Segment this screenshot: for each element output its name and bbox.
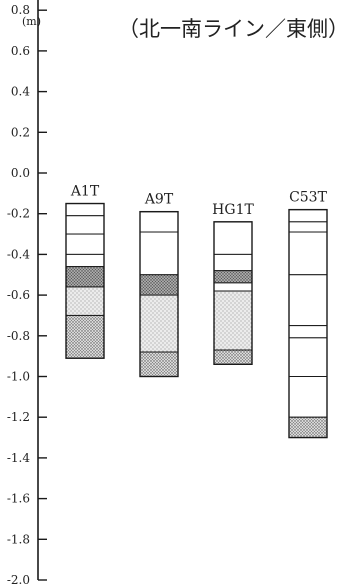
soil-layer xyxy=(213,290,253,351)
soil-layer xyxy=(65,203,105,217)
axis-tick-label: -1.2 xyxy=(7,410,30,424)
diagram-title: （北一南ライン／東側） xyxy=(118,17,349,41)
column-outline xyxy=(139,210,179,378)
soil-layer xyxy=(65,215,105,235)
column-label: HG1T xyxy=(212,202,254,218)
soil-layer xyxy=(288,376,328,418)
soil-layer xyxy=(213,282,253,292)
column-label: C53T xyxy=(289,190,328,206)
column-label: A1T xyxy=(70,184,100,200)
axis-tick-label: 0.4 xyxy=(11,85,30,99)
soil-layer xyxy=(288,221,328,233)
axis-tick-label: -2.0 xyxy=(7,573,30,584)
soil-layer xyxy=(288,416,328,439)
borehole-column-hg1t: HG1T xyxy=(212,202,254,365)
soil-layer xyxy=(65,314,105,359)
soil-layer xyxy=(213,253,253,272)
soil-layer xyxy=(213,349,253,365)
axis-tick-label: -1.0 xyxy=(7,370,30,384)
borehole-column-a9t: A9T xyxy=(139,192,179,378)
axis-tick-label: 0.2 xyxy=(11,125,30,139)
column-outline xyxy=(65,202,105,359)
soil-layer xyxy=(139,351,179,377)
borehole-columns: A1T A9T HG1T C53T xyxy=(65,184,328,439)
soil-layer xyxy=(288,274,328,327)
column-outline xyxy=(213,221,253,365)
soil-layer xyxy=(213,270,253,284)
axis-tick-label: -0.8 xyxy=(7,329,30,343)
axis-tick-label: -1.4 xyxy=(7,451,31,465)
axis-tick-label: -0.4 xyxy=(7,247,31,261)
vertical-axis: 0.90.80.60.40.20.0-0.2-0.4-0.6-0.8-1.0-1… xyxy=(7,0,47,584)
soil-layer xyxy=(65,286,105,316)
borehole-column-a1t: A1T xyxy=(65,184,105,359)
soil-layer xyxy=(288,209,328,223)
soil-layer xyxy=(288,325,328,339)
borehole-column-c53t: C53T xyxy=(288,190,328,439)
axis-unit-label: (m) xyxy=(22,15,41,28)
axis-tick-label: -1.8 xyxy=(7,532,30,546)
axis-tick-label: 0.8 xyxy=(11,3,30,17)
axis-tick-label: 0.0 xyxy=(11,166,30,180)
soil-layer xyxy=(139,274,179,296)
soil-layer xyxy=(288,337,328,377)
column-outline xyxy=(288,208,328,439)
soil-layer xyxy=(65,253,105,268)
axis-tick-label: -0.2 xyxy=(7,207,30,221)
soil-layer xyxy=(65,233,105,255)
axis-tick-label: -1.6 xyxy=(7,492,30,506)
soil-layer xyxy=(139,294,179,353)
soil-layer xyxy=(139,231,179,276)
axis-tick-label: 0.6 xyxy=(11,44,30,58)
soil-layer xyxy=(139,211,179,233)
axis-tick-label: -0.6 xyxy=(7,288,30,302)
soil-layer xyxy=(213,221,253,255)
soil-layer xyxy=(288,231,328,276)
column-label: A9T xyxy=(144,192,174,208)
soil-layer xyxy=(65,266,105,288)
